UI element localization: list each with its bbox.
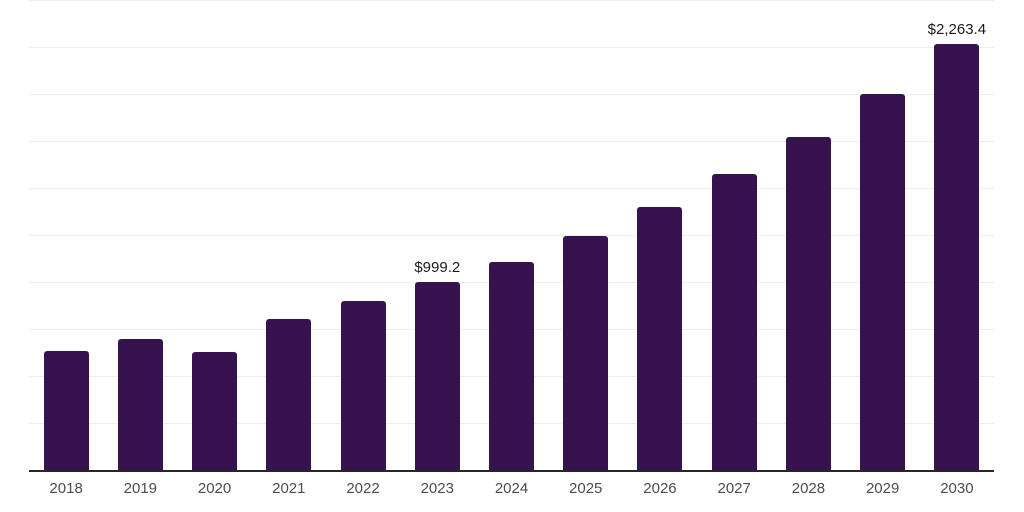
x-tick-label-2028: 2028 [791, 480, 826, 497]
bar-2023 [414, 282, 460, 470]
bar-2021 [266, 319, 312, 470]
bar-2030 [934, 44, 980, 470]
bar-2028 [785, 137, 831, 470]
value-label-2030: $2,263.4 [927, 21, 987, 39]
bar-2019 [117, 338, 163, 470]
gridline [29, 141, 994, 142]
gridline [29, 94, 994, 95]
x-tick-label-2018: 2018 [49, 480, 83, 497]
bar-2018 [43, 351, 89, 470]
value-label-2023: $999.2 [414, 259, 461, 277]
x-tick-label-2021: 2021 [272, 480, 306, 497]
x-tick-label-2024: 2024 [494, 480, 529, 497]
x-tick-label-2022: 2022 [346, 480, 380, 497]
bar-2024 [489, 261, 534, 470]
bar-2029 [860, 94, 906, 470]
bar-2027 [711, 174, 757, 470]
plot-area: $999.2 $2,263.4 [29, 0, 994, 472]
gridline [29, 235, 994, 236]
gridline [29, 0, 994, 1]
x-tick-label-2025: 2025 [569, 480, 603, 497]
bar-2025 [563, 235, 609, 470]
bar-2022 [340, 301, 386, 470]
x-tick-label-2026: 2026 [643, 480, 677, 497]
gridline [29, 188, 994, 189]
x-tick-label-2023: 2023 [420, 480, 454, 497]
x-tick-label-2027: 2027 [717, 480, 751, 497]
bar-2020 [192, 351, 238, 470]
x-tick-label-2030: 2030 [940, 480, 974, 497]
x-tick-label-2020: 2020 [197, 480, 232, 497]
gridline [29, 47, 994, 48]
x-axis-labels: 2018 2019 2020 2021 2022 2023 2024 2025 2026 2027… [0, 480, 1024, 502]
x-tick-label-2029: 2029 [865, 480, 900, 497]
x-tick-label-2019: 2019 [123, 480, 158, 497]
bar-2026 [637, 207, 683, 470]
